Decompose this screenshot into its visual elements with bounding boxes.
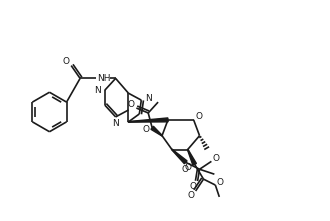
Text: O: O <box>217 178 224 187</box>
Text: O: O <box>187 191 194 200</box>
Text: N: N <box>112 119 119 128</box>
Text: O: O <box>189 181 196 191</box>
Text: N: N <box>145 94 151 103</box>
Polygon shape <box>187 149 196 165</box>
Text: N: N <box>94 86 101 95</box>
Text: O: O <box>213 154 220 163</box>
Text: O: O <box>128 100 135 109</box>
Text: O: O <box>63 57 70 66</box>
Text: O: O <box>184 163 191 172</box>
Polygon shape <box>172 149 187 164</box>
Text: O: O <box>195 112 202 121</box>
Text: O: O <box>181 165 188 174</box>
Polygon shape <box>151 126 162 136</box>
Text: O: O <box>143 125 150 134</box>
Text: NH: NH <box>97 74 111 83</box>
Polygon shape <box>128 118 168 122</box>
